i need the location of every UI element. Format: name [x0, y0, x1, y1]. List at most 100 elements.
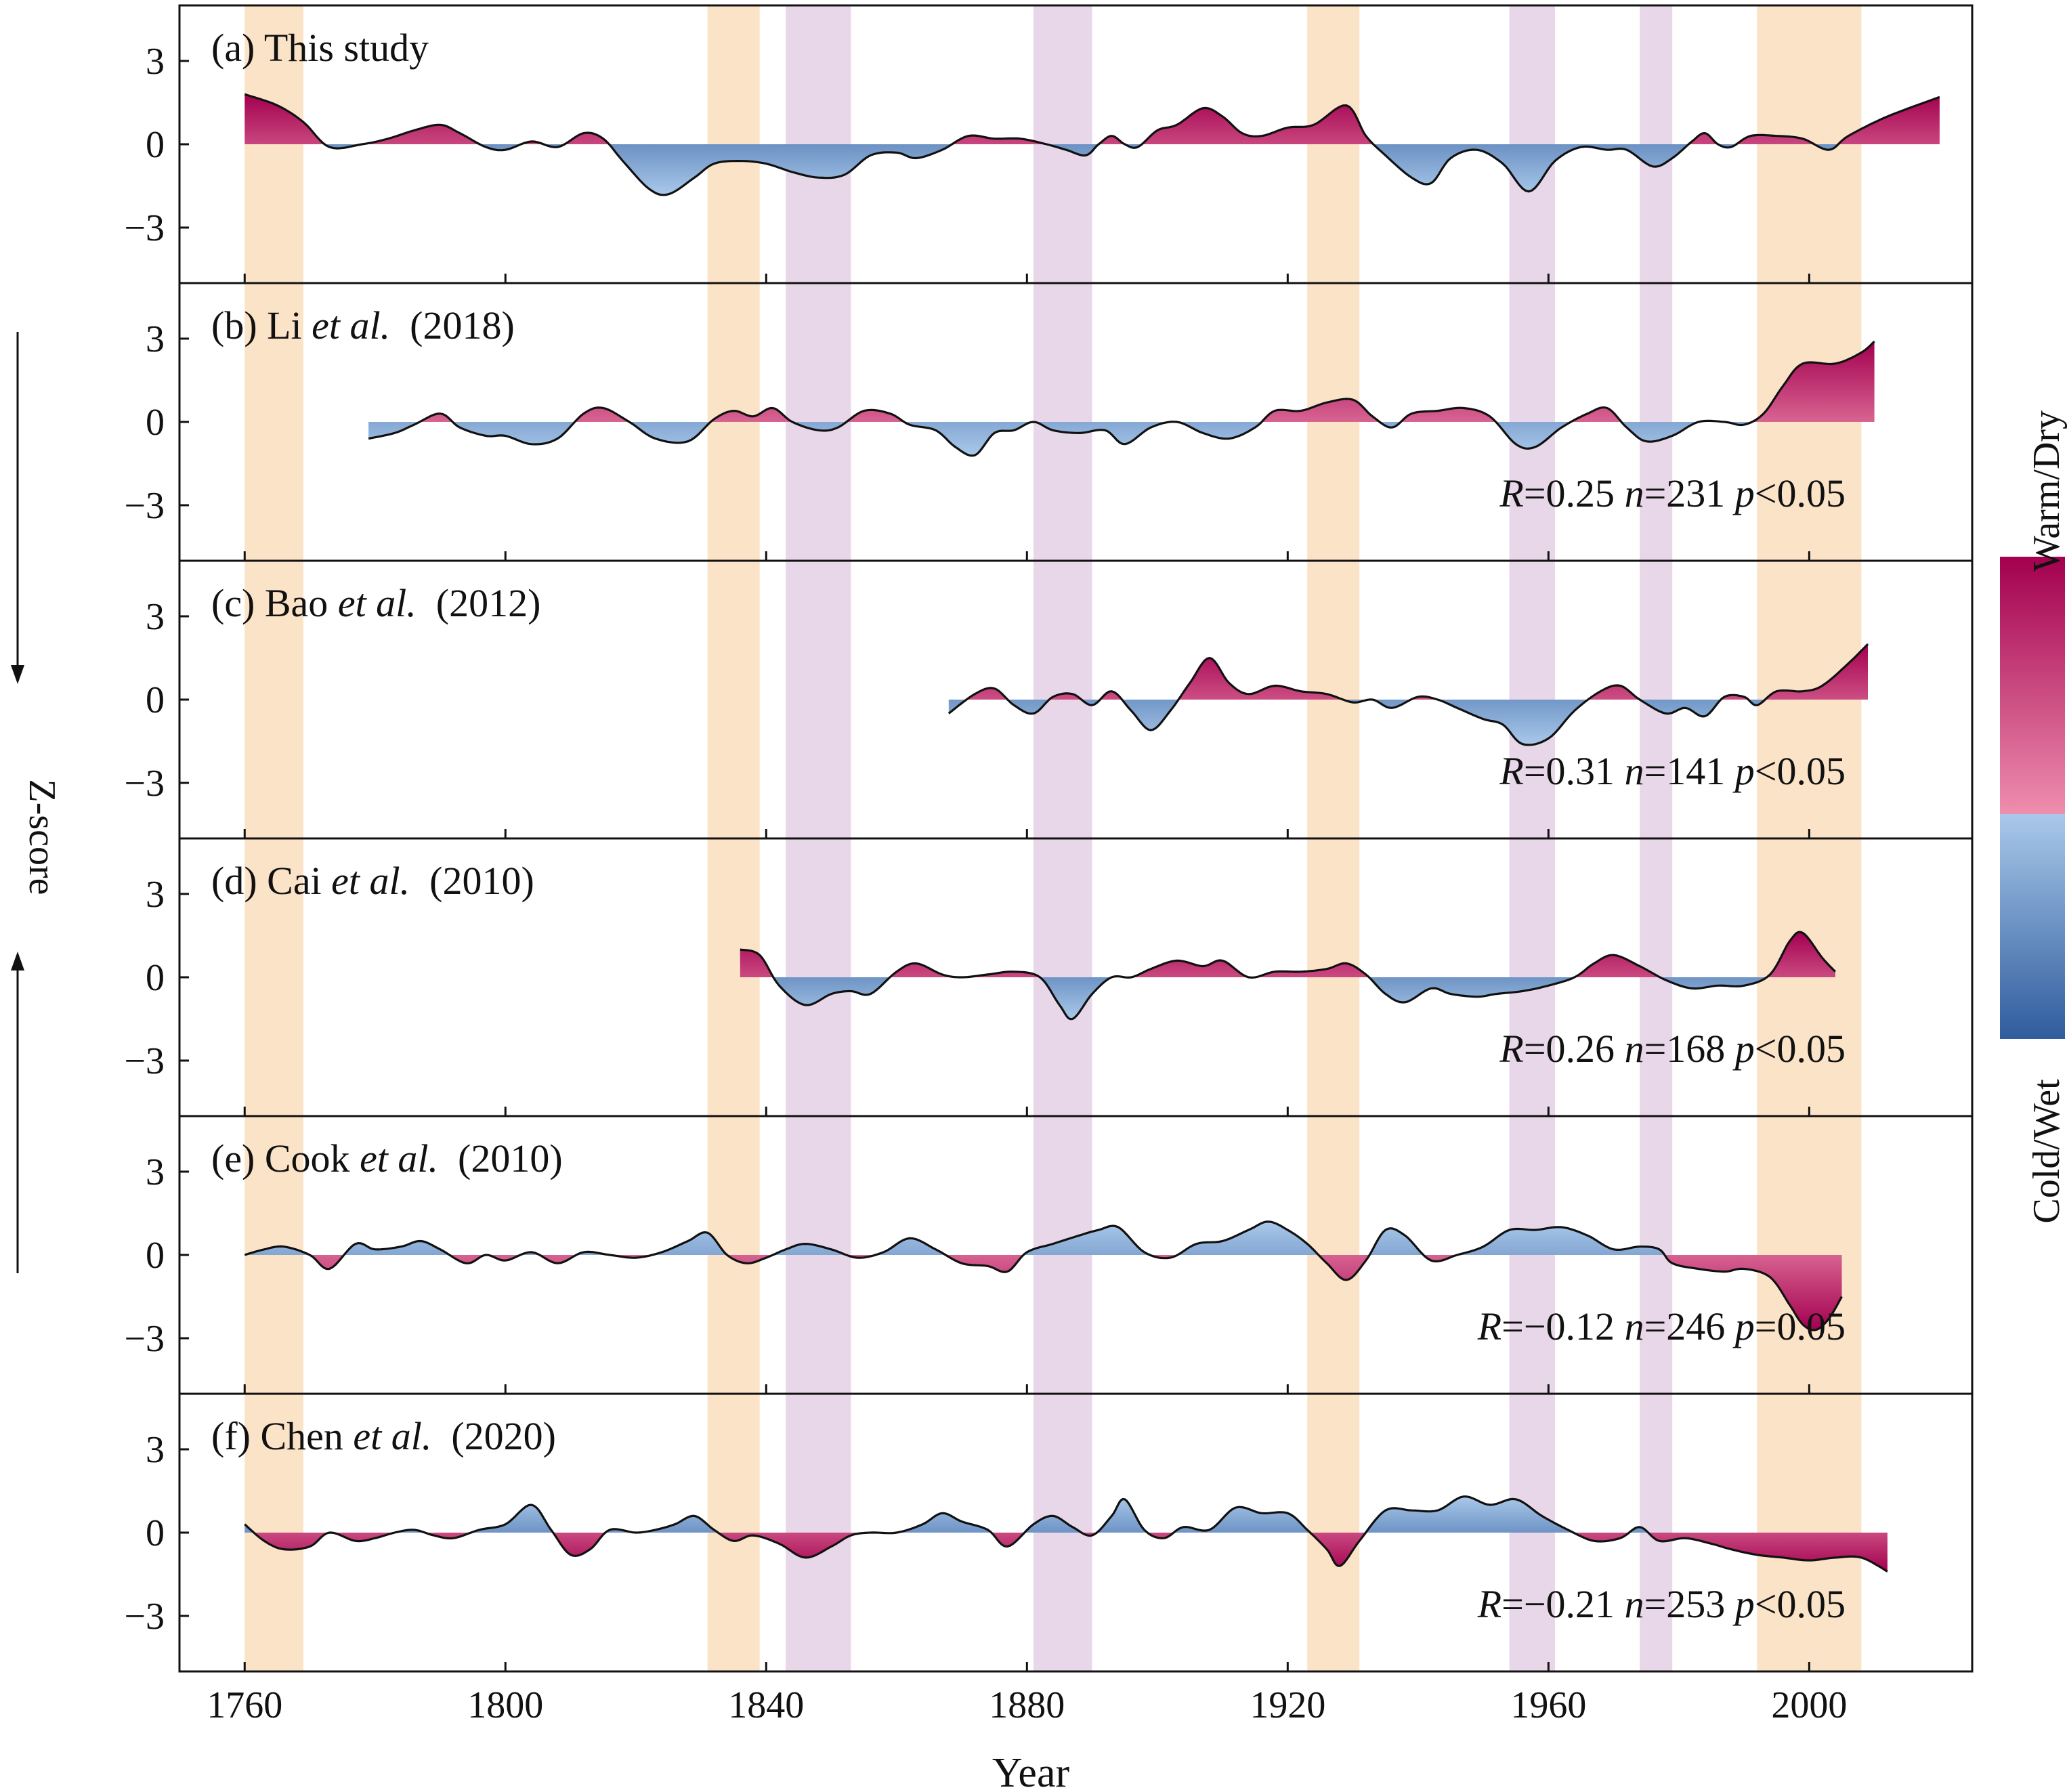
y-tick-label: 0 — [146, 957, 165, 999]
panel-label-etal: et al. — [331, 859, 410, 903]
negative-anomaly-area — [740, 977, 1835, 1019]
series-line — [244, 1220, 1843, 1331]
panel-label-author: (e) Cook — [211, 1136, 360, 1180]
colorbar-cold-segment — [2000, 814, 2065, 1039]
panel-label-etal: et al. — [312, 303, 390, 347]
panel-label-year: (2010) — [410, 859, 534, 903]
stat-part: p — [1732, 1027, 1755, 1071]
y-tick-label: −3 — [124, 207, 165, 249]
axes: 3 0 −3 3 0 −3 3 0 −3 3 0 −3 3 0 −3 3 0 −3 1760 1800 1840 1880… — [124, 4, 1974, 1726]
y-axis-title-group: Z-score — [11, 332, 63, 1273]
colorbar-warm-segment — [2000, 557, 2065, 814]
series-line — [368, 340, 1875, 457]
panel-label-author: (d) Cai — [211, 859, 331, 903]
series-line — [947, 643, 1869, 746]
stat-part: n — [1625, 1582, 1644, 1626]
stat-part: <0.05 — [1755, 1582, 1846, 1626]
colorbar-bottom-label: Cold/Wet — [2026, 1079, 2067, 1224]
stat-part: <0.05 — [1755, 471, 1846, 515]
panel-label-author: (c) Bao — [211, 581, 338, 625]
stat-part: <0.05 — [1755, 749, 1846, 793]
stat-part: p — [1732, 1304, 1755, 1348]
panel: (c) Bao et al. (2012) R=0.31 n=141 p<0.05 — [211, 581, 1869, 793]
stat-part: p — [1732, 471, 1755, 515]
y-tick-label: 0 — [146, 124, 165, 166]
x-axis-title: Year — [992, 1750, 1070, 1792]
stat-part: =−0.21 — [1501, 1582, 1624, 1626]
y-axis-arrow-up-head — [11, 952, 24, 970]
series-line — [244, 93, 1940, 196]
panel: (b) Li et al. (2018) R=0.25 n=231 p<0.05 — [211, 303, 1875, 515]
y-tick-label: 3 — [146, 874, 165, 916]
stat-part: =−0.12 — [1501, 1304, 1624, 1348]
stat-part: p — [1732, 749, 1755, 793]
panel-label-year: (2012) — [417, 581, 541, 625]
y-tick-label: 3 — [146, 1151, 165, 1193]
y-tick-label: −3 — [124, 485, 165, 527]
positive-anomaly-area — [244, 1221, 1842, 1255]
panel-stats: R=−0.21 n=253 p<0.05 — [1477, 1582, 1846, 1626]
stat-part: =253 — [1644, 1582, 1735, 1626]
panel: (e) Cook et al. (2010) R=−0.12 n=246 p=0.… — [211, 1136, 1846, 1348]
stat-part: R — [1477, 1304, 1501, 1348]
stat-part: =0.31 — [1524, 749, 1625, 793]
stat-part: =0.05 — [1755, 1304, 1846, 1348]
panel: (f) Chen et al. (2020) R=−0.21 n=253 p<0.… — [211, 1414, 1888, 1626]
panel: (d) Cai et al. (2010) R=0.26 n=168 p<0.05 — [211, 859, 1846, 1071]
panel-stats: R=0.25 n=231 p<0.05 — [1499, 471, 1846, 515]
stat-part: =168 — [1644, 1027, 1735, 1071]
stat-part: R — [1499, 749, 1523, 793]
x-tick-label: 1920 — [1250, 1684, 1325, 1726]
y-tick-label: −3 — [124, 1040, 165, 1082]
y-tick-label: −3 — [124, 763, 165, 805]
x-tick-label: 2000 — [1771, 1684, 1847, 1726]
colorbar-top-label: Warm/Dry — [2026, 410, 2067, 572]
panel-label: (b) Li et al. (2018) — [211, 303, 515, 347]
stat-part: n — [1625, 471, 1644, 515]
panel-stats: R=0.31 n=141 p<0.05 — [1499, 749, 1846, 793]
panel-label-etal: et al. — [338, 581, 417, 625]
panel-label-year: (2020) — [431, 1414, 556, 1458]
x-tick-label: 1800 — [467, 1684, 543, 1726]
stat-part: =0.25 — [1524, 471, 1625, 515]
panel-label-year: (2010) — [438, 1136, 563, 1180]
y-axis-title: Z-score — [21, 779, 63, 895]
x-tick-label: 1840 — [728, 1684, 804, 1726]
y-tick-label: 0 — [146, 1235, 165, 1277]
panel-stats: R=0.26 n=168 p<0.05 — [1499, 1027, 1846, 1071]
y-axis-arrow-down-head — [11, 665, 24, 684]
y-tick-label: 3 — [146, 596, 165, 638]
stat-part: n — [1625, 1304, 1644, 1348]
panel-label-etal: et al. — [353, 1414, 431, 1458]
panel-label-author: (f) Chen — [211, 1414, 353, 1458]
y-tick-label: −3 — [124, 1318, 165, 1360]
negative-anomaly-area — [948, 700, 1868, 745]
y-tick-label: −3 — [124, 1596, 165, 1638]
stat-part: n — [1625, 749, 1644, 793]
negative-anomaly-area — [244, 1255, 1842, 1330]
panel-label-author: (b) Li — [211, 303, 312, 347]
negative-anomaly-area — [368, 422, 1875, 456]
panel-label: (e) Cook et al. (2010) — [211, 1136, 563, 1180]
x-tick-label: 1880 — [989, 1684, 1065, 1726]
positive-anomaly-area — [244, 94, 1940, 144]
colorbar-legend: Warm/Dry Cold/Wet — [2000, 410, 2067, 1224]
stat-part: p — [1732, 1582, 1755, 1626]
series-line — [740, 931, 1837, 1021]
stat-part: =0.26 — [1524, 1027, 1625, 1071]
x-tick-label: 1760 — [207, 1684, 282, 1726]
panel-label: (c) Bao et al. (2012) — [211, 581, 540, 625]
stat-part: <0.05 — [1755, 1027, 1846, 1071]
stat-part: =141 — [1644, 749, 1735, 793]
negative-anomaly-area — [244, 1533, 1888, 1572]
negative-anomaly-area — [244, 144, 1940, 195]
x-tick-label: 1960 — [1510, 1684, 1586, 1726]
stat-part: =231 — [1644, 471, 1735, 515]
y-tick-label: 3 — [146, 1429, 165, 1471]
stat-part: R — [1477, 1582, 1501, 1626]
y-tick-label: 0 — [146, 402, 165, 444]
panel-label-year: (2018) — [390, 303, 515, 347]
panel-label-etal: et al. — [360, 1136, 438, 1180]
panel-label: (f) Chen et al. (2020) — [211, 1414, 556, 1458]
